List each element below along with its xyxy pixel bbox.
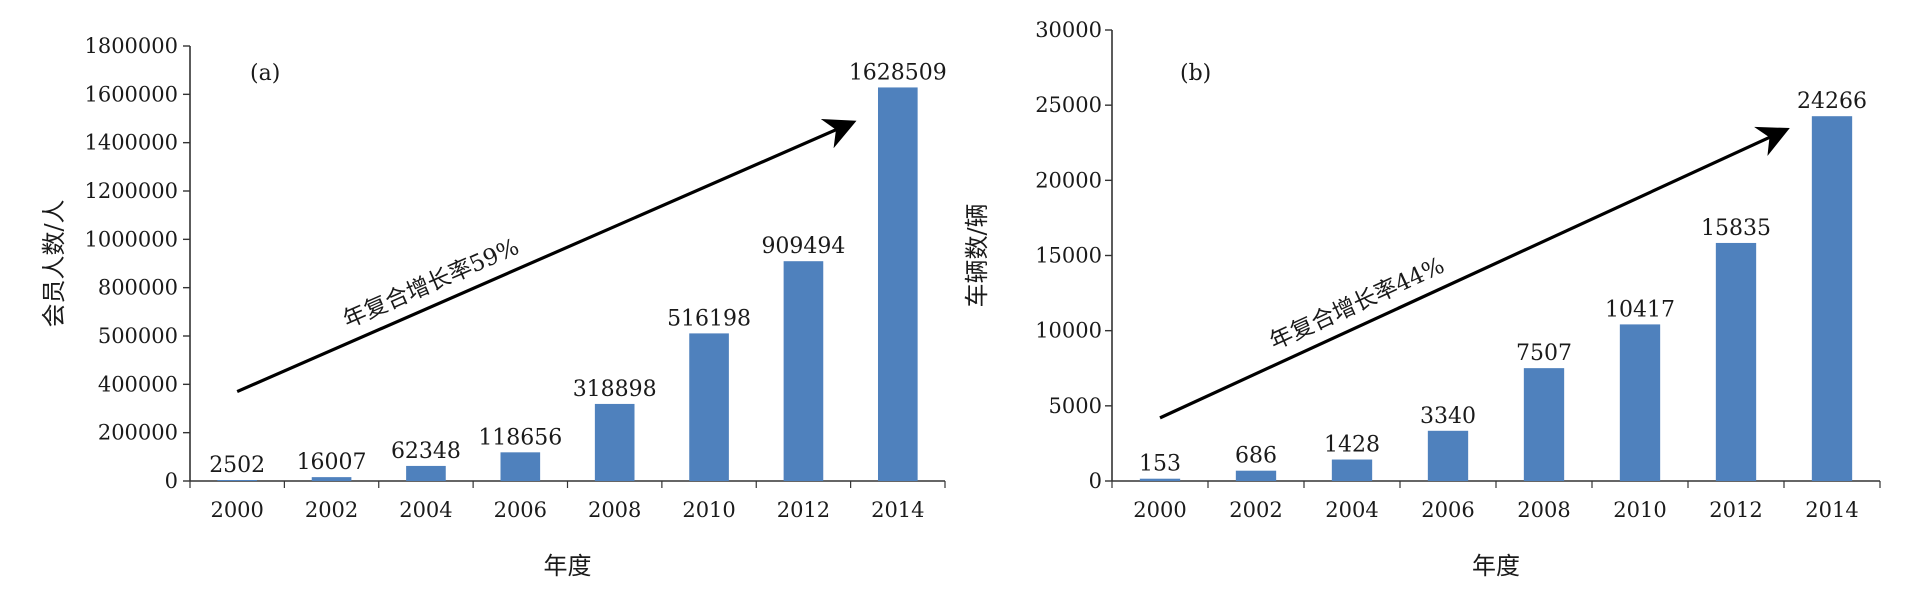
- chart-a-y-tick-label: 1000000: [84, 227, 178, 251]
- chart-a-x-tick-label: 2004: [399, 498, 452, 522]
- chart-a-bar: [406, 465, 446, 481]
- chart-a-y-tick-label: 400000: [98, 372, 178, 396]
- chart-b-y-tick-label: 5000: [1049, 394, 1102, 418]
- chart-b-y-tick-label: 20000: [1035, 168, 1102, 192]
- chart-a-y-tick-label: 0: [165, 469, 178, 493]
- chart-a-growth-annotation: 年复合增长率59%: [339, 234, 523, 334]
- chart-b-bar: [1811, 116, 1853, 481]
- chart-b-x-tick-label: 2004: [1325, 498, 1378, 522]
- chart-a-data-label: 516198: [667, 306, 751, 331]
- chart-b: 0 5000 10000 15000 20000 25000 30000 153 2000 686…: [963, 18, 1881, 580]
- chart-a: 0 200000 400000 500000 800000 1000000 1200000 1…: [40, 34, 947, 580]
- chart-b-y-axis-title: 车辆数/辆: [963, 203, 991, 307]
- chart-b-x-tick-label: 2000: [1133, 498, 1186, 522]
- chart-a-data-label: 318898: [573, 377, 657, 402]
- chart-b-data-label: 7507: [1516, 341, 1572, 366]
- chart-b-x-tick-label: 2006: [1421, 498, 1474, 522]
- chart-a-data-label: 118656: [478, 425, 562, 450]
- chart-a-x-tick-label: 2008: [588, 498, 641, 522]
- chart-b-x-tick-label: 2010: [1613, 498, 1666, 522]
- chart-a-y-tick-label: 1400000: [84, 131, 178, 155]
- chart-b-x-axis-title: 年度: [1472, 552, 1520, 580]
- chart-a-x-axis-title: 年度: [544, 552, 592, 580]
- chart-a-bar: [500, 452, 541, 481]
- chart-b-panel-label: (b): [1180, 61, 1211, 86]
- chart-b-y-tick-label: 0: [1089, 469, 1102, 493]
- chart-b-data-label: 24266: [1797, 89, 1867, 114]
- chart-a-x-tick-label: 2000: [210, 498, 263, 522]
- chart-b-data-label: 153: [1139, 452, 1181, 477]
- chart-b-bar: [1139, 478, 1181, 481]
- chart-a-data-label: 16007: [297, 450, 367, 475]
- chart-a-data-label: 909494: [761, 234, 845, 259]
- chart-b-x-tick-label: 2012: [1709, 498, 1762, 522]
- chart-a-data-label: 1628509: [849, 60, 947, 85]
- chart-a-bar: [311, 477, 352, 481]
- chart-b-growth-arrow: [1159, 126, 1790, 420]
- chart-a-data-label: 62348: [391, 439, 461, 464]
- chart-b-data-label: 3340: [1420, 404, 1476, 429]
- chart-a-bar: [594, 403, 635, 481]
- chart-b-data-label: 10417: [1605, 297, 1675, 322]
- chart-b-x-tick-label: 2002: [1229, 498, 1282, 522]
- chart-a-growth-arrow: [236, 118, 857, 394]
- chart-a-panel-label: (a): [250, 61, 280, 86]
- chart-b-x-tick-label: 2014: [1805, 498, 1858, 522]
- chart-b-y-tick-label: 10000: [1035, 319, 1102, 343]
- chart-a-y-tick-label: 500000: [98, 324, 178, 348]
- chart-a-bar: [877, 87, 918, 481]
- chart-b-bar: [1619, 324, 1661, 481]
- chart-b-bar: [1715, 242, 1757, 481]
- chart-b-y-tick-label: 15000: [1035, 244, 1102, 268]
- chart-a-bar: [783, 261, 824, 481]
- chart-a-data-label: 2502: [209, 453, 265, 478]
- chart-a-x-tick-label: 2012: [777, 498, 830, 522]
- chart-b-data-label: 15835: [1701, 216, 1771, 241]
- chart-b-y-tick-label: 25000: [1035, 93, 1102, 117]
- chart-a-y-tick-label: 1200000: [84, 179, 178, 203]
- chart-a-y-tick-label: 800000: [98, 276, 178, 300]
- chart-a-bar: [217, 480, 258, 481]
- chart-a-x-tick-label: 2006: [494, 498, 547, 522]
- chart-b-growth-annotation: 年复合增长率44%: [1266, 253, 1449, 356]
- chart-b-x-tick-label: 2008: [1517, 498, 1570, 522]
- chart-a-x-tick-label: 2014: [871, 498, 924, 522]
- chart-b-data-label: 686: [1235, 444, 1277, 469]
- chart-b-bar: [1523, 368, 1565, 481]
- chart-a-y-tick-label: 1800000: [84, 34, 178, 58]
- chart-a-y-tick-label: 200000: [98, 421, 178, 445]
- chart-a-y-axis-title: 会员人数/人: [40, 199, 68, 327]
- chart-b-bar: [1427, 430, 1469, 481]
- chart-a-x-tick-label: 2002: [305, 498, 358, 522]
- chart-a-bar: [689, 333, 729, 481]
- chart-b-data-label: 1428: [1324, 433, 1380, 458]
- chart-b-y-tick-label: 30000: [1035, 18, 1102, 42]
- chart-a-x-tick-label: 2010: [682, 498, 735, 522]
- chart-b-bar: [1235, 470, 1277, 481]
- chart-a-y-tick-label: 1600000: [84, 82, 178, 106]
- chart-b-bar: [1331, 459, 1373, 481]
